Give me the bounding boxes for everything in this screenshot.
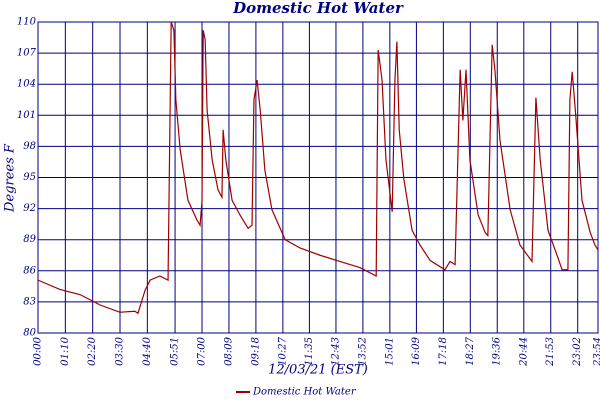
y-tick-label: 98 [23,141,36,152]
x-tick-label: 20:44 [518,337,529,367]
x-tick-label: 12:43 [330,337,341,366]
x-tick-label: 18:27 [465,336,476,365]
y-tick-label: 92 [23,203,36,214]
y-tick-label: 86 [23,265,36,276]
x-tick-label: 10:27 [277,336,288,365]
y-tick-label: 107 [17,48,37,59]
x-tick-label: 11:35 [304,337,315,366]
y-tick-label: 101 [17,110,36,121]
x-tick-label: 19:36 [492,336,503,365]
x-tick-label: 04:40 [142,336,153,365]
x-tick-label: 23:02 [572,337,583,367]
legend-label: Domestic Hot Water [252,387,357,398]
x-axis-label: 12/03/21 (EST) [268,363,368,378]
x-tick-label: 16:09 [411,336,422,365]
x-tick-label: 01:10 [60,336,71,365]
x-tick-label: 21:53 [545,337,556,367]
x-tick-label: 00:00 [33,336,44,365]
x-tick-label: 07:00 [197,336,208,365]
x-tick-label: 08:09 [223,336,234,365]
x-tick-label: 13:52 [357,337,368,366]
x-tick-label: 15:01 [384,337,395,366]
y-axis-label: Degrees F [3,143,18,213]
x-tick-label: 09:18 [250,337,261,366]
plot-border [37,21,599,334]
y-tick-label: 80 [23,328,36,339]
chart-title: Domestic Hot Water [232,0,404,17]
x-tick-label: 05:51 [170,337,181,366]
data-line [37,21,599,315]
x-tick-label: 02:20 [87,336,98,365]
x-tick-label: 23:54 [593,337,600,367]
y-tick-label: 83 [23,296,36,307]
y-tick-label: 95 [23,172,36,183]
y-tick-label: 110 [17,17,37,28]
x-tick-label: 03:30 [115,336,126,365]
y-tick-label: 104 [17,79,36,90]
x-tick-label: 17:18 [438,337,449,366]
y-tick-label: 89 [23,234,36,245]
